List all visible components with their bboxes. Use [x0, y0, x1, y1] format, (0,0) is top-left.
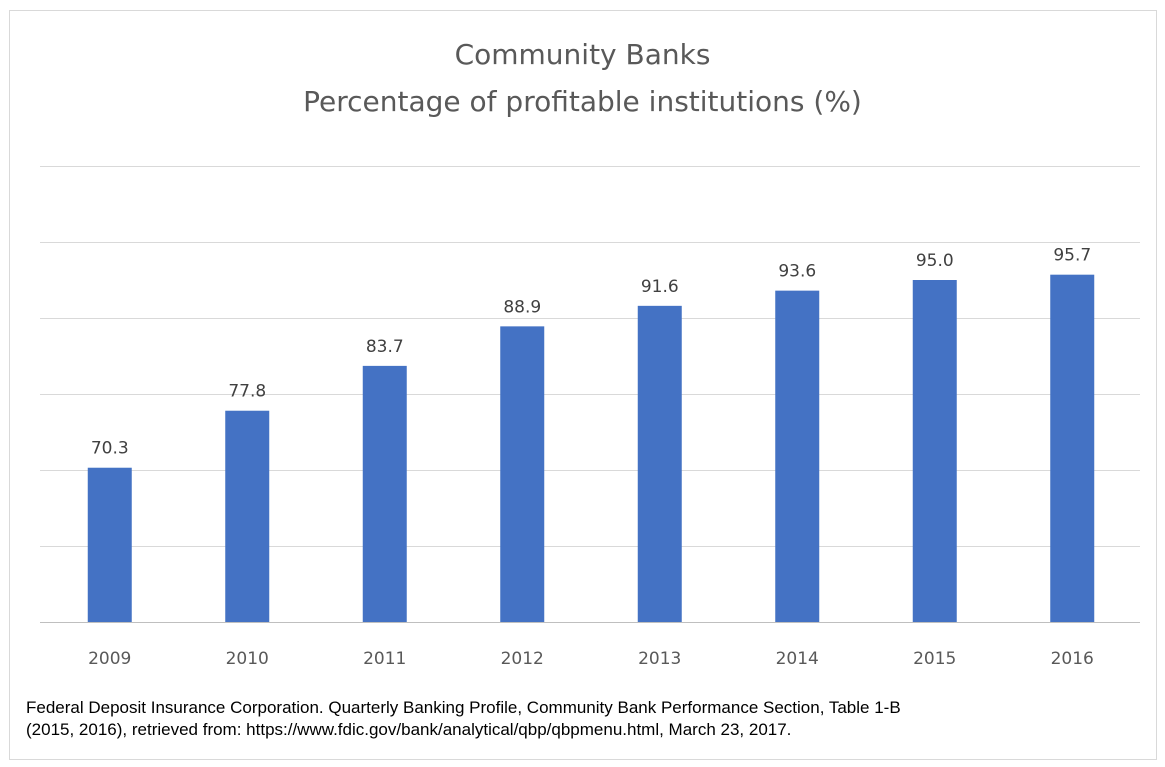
x-tick-label-2013: 2013: [638, 649, 681, 669]
data-label-2011: 83.7: [366, 337, 404, 357]
bar-2011: [362, 365, 407, 622]
bar-2014: [775, 290, 820, 622]
data-label-2013: 91.6: [641, 277, 679, 297]
data-label-2009: 70.3: [91, 439, 129, 459]
source-citation-line-2: (2015, 2016), retrieved from: https://ww…: [26, 720, 792, 739]
data-label-2014: 93.6: [778, 262, 816, 282]
data-label-2016: 95.7: [1053, 246, 1091, 266]
chart-title-line-2: Percentage of profitable institutions (%…: [303, 85, 862, 118]
bar-2009: [87, 467, 132, 622]
bar-2015: [912, 280, 957, 622]
bar-2012: [500, 326, 545, 622]
chart-frame: [9, 10, 1157, 760]
data-label-2015: 95.0: [916, 251, 954, 271]
chart-title-line-1: Community Banks: [454, 38, 711, 71]
x-tick-label-2010: 2010: [226, 649, 269, 669]
bar-2016: [1050, 274, 1095, 622]
bar-series: [87, 274, 1095, 622]
data-label-2010: 77.8: [228, 382, 266, 402]
data-label-2012: 88.9: [503, 297, 541, 317]
x-tick-label-2011: 2011: [363, 649, 406, 669]
data-labels: 70.3 77.8 83.7 88.9 91.6 93.6 95.0 95.7: [91, 246, 1091, 459]
x-tick-label-2014: 2014: [776, 649, 819, 669]
x-tick-label-2015: 2015: [913, 649, 956, 669]
bar-2010: [225, 410, 270, 622]
gridlines: [40, 166, 1140, 623]
bar-2013: [637, 305, 682, 622]
x-tick-label-2012: 2012: [501, 649, 544, 669]
x-tick-label-2016: 2016: [1051, 649, 1094, 669]
source-citation-line-1: Federal Deposit Insurance Corporation. Q…: [26, 698, 901, 717]
x-axis-tick-labels: 2009 2010 2011 2012 2013 2014 2015 2016: [88, 649, 1094, 669]
x-tick-label-2009: 2009: [88, 649, 131, 669]
